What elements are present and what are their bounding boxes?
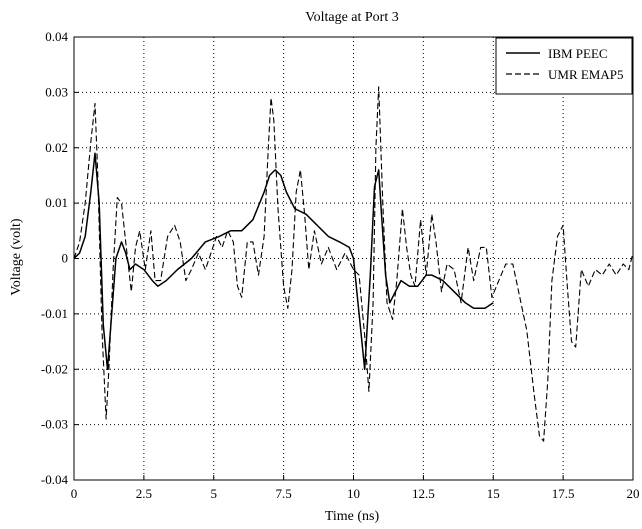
series-line-ibm-peec [73, 152, 494, 371]
x-tick-label: 0 [71, 486, 78, 501]
y-axis-label: Voltage (volt) [9, 218, 24, 295]
x-tick-label: 20 [627, 486, 640, 501]
y-tick-label: 0.01 [45, 195, 68, 210]
legend-label: UMR EMAP5 [548, 67, 624, 82]
y-tick-label: 0.04 [45, 29, 68, 44]
y-axis-ticks: -0.04 -0.03 -0.02 -0.01 0 0.01 0.02 0.03 0.04 [41, 29, 79, 487]
legend-box [495, 37, 633, 95]
y-tick-label: -0.02 [41, 361, 68, 376]
x-axis-label: Time (ns) [325, 509, 380, 524]
x-tick-label: 10 [347, 486, 360, 501]
chart-title: Voltage at Port 3 [305, 10, 398, 25]
x-tick-label: 17.5 [552, 486, 575, 501]
legend: IBM PEEC UMR EMAP5 [495, 37, 633, 95]
x-tick-label: 2.5 [136, 486, 152, 501]
y-tick-label: -0.03 [41, 417, 68, 432]
x-tick-label: 15 [487, 486, 500, 501]
y-tick-label: 0 [62, 251, 69, 266]
y-tick-label: 0.03 [45, 84, 68, 99]
y-tick-label: -0.01 [41, 306, 68, 321]
series-line-umr-emap5 [73, 86, 634, 442]
x-tick-label: 5 [211, 486, 218, 501]
x-tick-label: 7.5 [276, 486, 292, 501]
x-axis-ticks: 0 2.5 5 7.5 10 12.5 15 17.5 20 [71, 475, 640, 501]
legend-label: IBM PEEC [548, 46, 608, 61]
series-lines [73, 86, 634, 442]
y-tick-label: -0.04 [41, 472, 69, 487]
y-tick-label: 0.02 [45, 140, 68, 155]
x-tick-label: 12.5 [412, 486, 435, 501]
